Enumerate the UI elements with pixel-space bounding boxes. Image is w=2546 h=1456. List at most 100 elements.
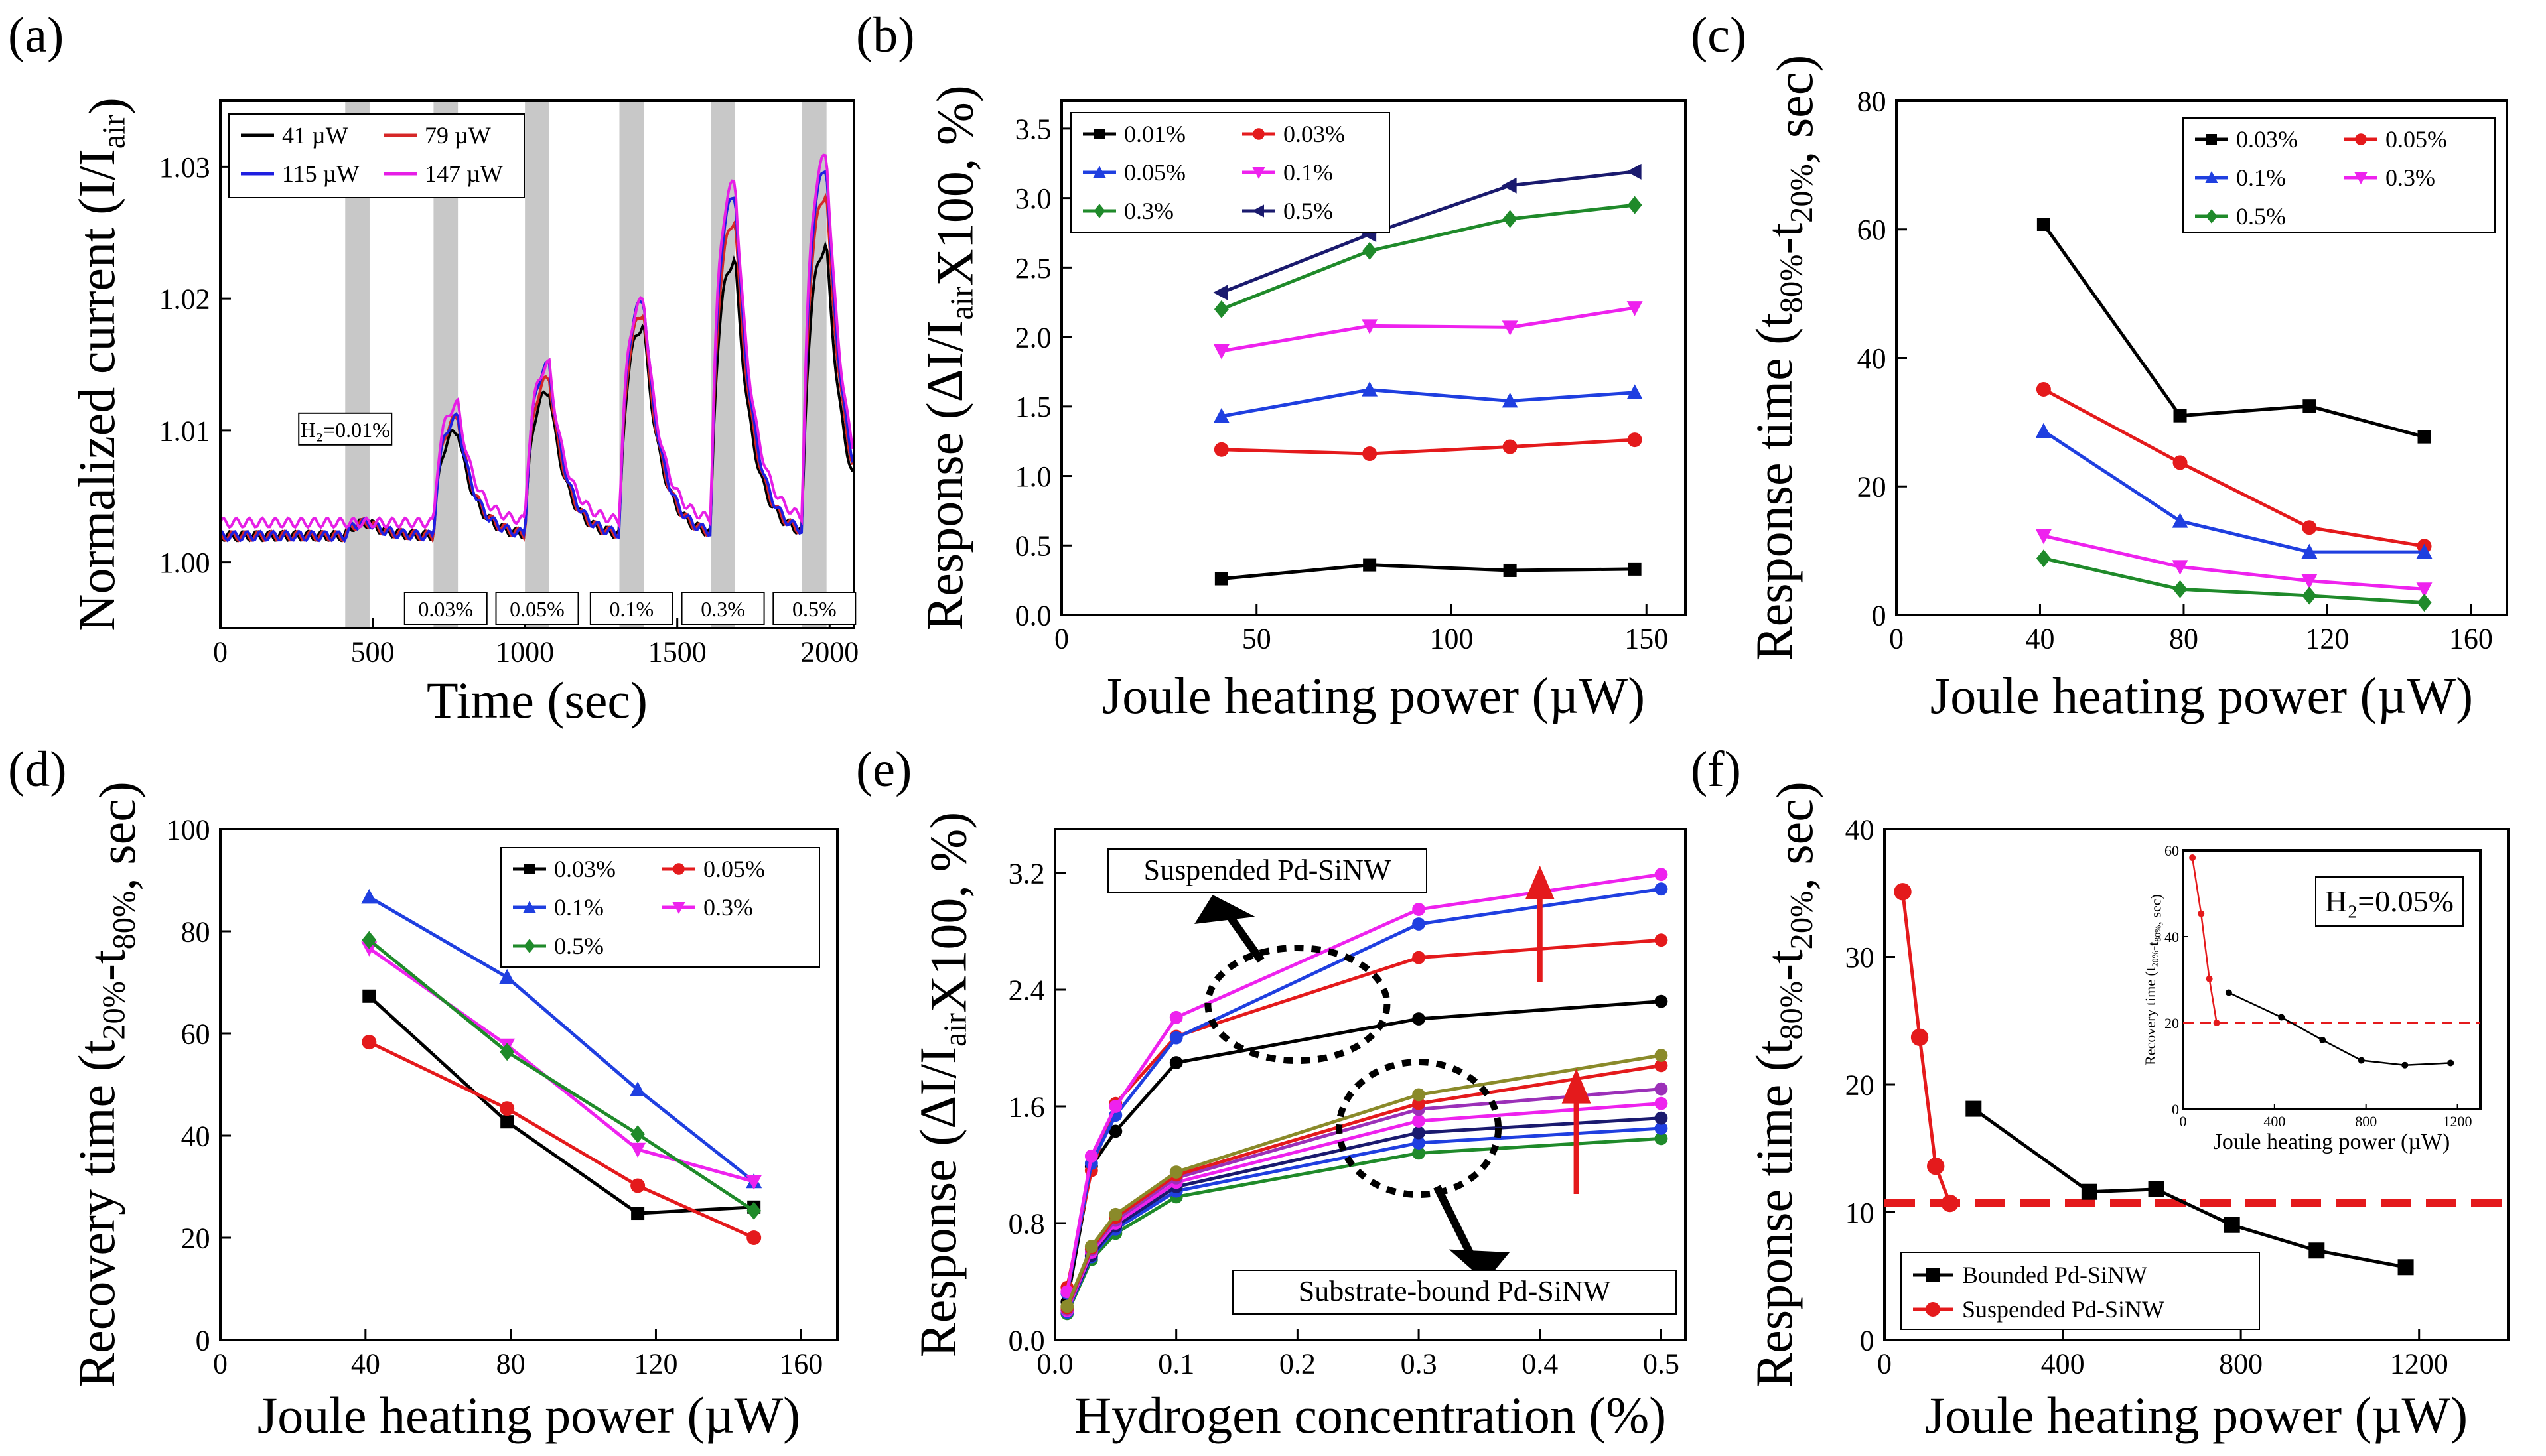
series-line: [2042, 387, 2425, 548]
series-line: [1972, 1107, 2407, 1269]
data-point: [1628, 562, 1642, 576]
axis-label-part: ): [78, 98, 135, 115]
legend-box: [2182, 117, 2496, 233]
series-line: [368, 895, 755, 1183]
data-point: [2148, 1181, 2164, 1197]
inset-data-point: [2401, 1061, 2409, 1069]
data-point: [1084, 1149, 1098, 1163]
legend-label: 0.05%: [1124, 159, 1186, 186]
x-tick-label: 0.5: [1643, 1348, 1679, 1380]
axis-label-part: , sec): [88, 781, 146, 891]
legend-label: 41 µW: [282, 122, 348, 149]
legend-marker: [1093, 166, 1106, 178]
axis-label-part: -t: [2145, 942, 2161, 951]
x-tick-label: 0: [213, 636, 228, 669]
exposure-label-box: [298, 412, 393, 446]
inset-x-tick-label: 800: [2355, 1113, 2377, 1130]
x-tick-label: 160: [2449, 623, 2493, 655]
data-point: [1654, 1132, 1668, 1146]
legend-marker: [2354, 172, 2368, 184]
legend-label: 0.03%: [1283, 121, 1345, 147]
legend-marker: [672, 902, 685, 914]
legend-label: 0.3%: [1124, 198, 1174, 224]
x-tick-label: 0.0: [1037, 1348, 1074, 1380]
legend-marker: [1094, 204, 1105, 218]
inset-data-point: [2206, 975, 2213, 982]
data-point: [1654, 1122, 1668, 1135]
exposure-label-box: [589, 592, 673, 625]
series-line: [1220, 203, 1635, 311]
axis-label-part: Response time (t: [1745, 313, 1803, 661]
x-axis-label: Joule heating power (µW): [1930, 667, 2473, 724]
data-point: [1362, 241, 1378, 260]
inset-x-tick-label: 0: [2180, 1113, 2187, 1130]
y-tick-label: 1.0: [1015, 460, 1052, 493]
legend-label: Suspended Pd-SiNW: [1962, 1296, 2164, 1323]
panel-letter: (f): [1691, 742, 1741, 797]
x-tick-label: 2000: [800, 636, 859, 669]
data-point: [630, 1142, 646, 1158]
x-tick-label: 800: [2219, 1348, 2263, 1380]
data-point: [1169, 1010, 1183, 1024]
annotation-arrowhead: [1194, 895, 1255, 924]
y-tick-label: 30: [1845, 941, 1874, 974]
legend-marker: [1094, 129, 1105, 139]
data-point: [1363, 558, 1377, 572]
data-point: [1214, 300, 1229, 318]
y-tick-label: 20: [181, 1222, 210, 1254]
y-tick-label: 60: [1857, 214, 1886, 246]
y-tick-label: 0.8: [1009, 1207, 1045, 1240]
x-tick-label: 40: [351, 1348, 380, 1380]
data-point: [746, 1230, 762, 1245]
axis-label-part: X100, %): [919, 812, 977, 1013]
legend-marker: [1252, 204, 1264, 218]
legend-label: 79 µW: [425, 122, 491, 149]
legend-marker: [523, 901, 536, 913]
data-point: [1941, 1194, 1959, 1213]
axis-label-part: , sec): [1766, 781, 1823, 891]
data-point: [1654, 1059, 1668, 1073]
x-tick-label: 100: [1430, 623, 1474, 655]
plot-frame: [219, 828, 839, 1341]
axis-label-part: 20%: [1784, 164, 1819, 223]
data-point: [2302, 586, 2317, 605]
axis-label-part: 80%: [2153, 925, 2163, 942]
data-point: [2397, 1259, 2414, 1276]
data-point: [361, 888, 378, 904]
legend-marker: [2206, 209, 2218, 224]
legend-marker: [2206, 134, 2217, 145]
y-tick-label: 3.2: [1009, 857, 1045, 890]
series-line: [2043, 534, 2425, 591]
data-point: [1412, 1088, 1425, 1102]
data-point: [1627, 432, 1642, 448]
data-point: [2036, 218, 2050, 231]
data-point: [1910, 1028, 1929, 1046]
y-tick-label: 80: [1857, 85, 1886, 117]
data-point: [500, 1101, 515, 1116]
data-point: [630, 1178, 646, 1193]
legend-label: 0.03%: [554, 856, 616, 882]
data-point: [1502, 392, 1518, 408]
data-point: [1927, 1158, 1945, 1175]
inset-data-point: [2358, 1057, 2365, 1064]
legend-marker: [524, 864, 535, 874]
data-point: [1654, 933, 1668, 947]
y-axis-label: Normalized current (I/Iair): [68, 98, 135, 631]
exposure-label: H₂=0.01%: [301, 418, 390, 442]
inset-x-tick-label: 400: [2263, 1113, 2285, 1130]
data-point: [1412, 1136, 1425, 1150]
series-line: [2042, 429, 2425, 554]
y-tick-label: 80: [181, 915, 210, 948]
trend-arrowhead: [1561, 1068, 1591, 1104]
legend-label: 0.01%: [1124, 121, 1186, 147]
axis-label-part: 80%: [1774, 981, 1809, 1040]
y-tick-label: 1.00: [159, 547, 210, 579]
axis-label-part: Recovery time (t: [2142, 967, 2158, 1065]
y-tick-label: 1.01: [159, 415, 210, 447]
highlight-ellipse: [1204, 945, 1391, 1064]
data-point: [630, 1125, 646, 1144]
y-tick-label: 3.0: [1015, 182, 1052, 215]
inset-series-line: [2228, 992, 2451, 1066]
legend-box: [228, 113, 525, 198]
legend-label: 0.1%: [1283, 159, 1333, 186]
